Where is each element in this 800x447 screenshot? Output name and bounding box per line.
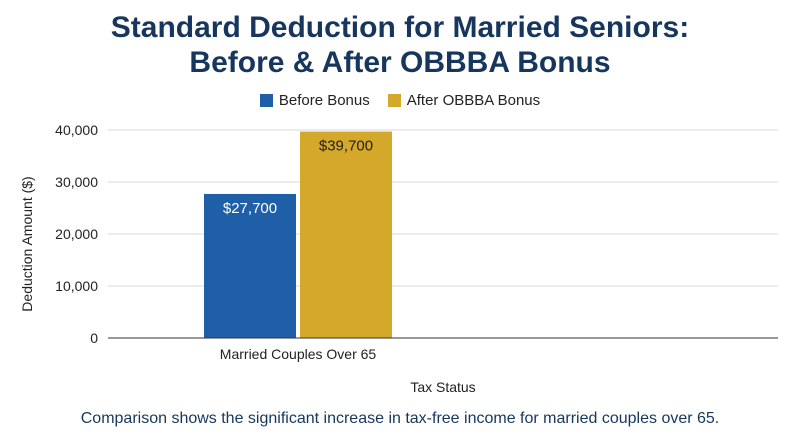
chart-title: Standard Deduction for Married Seniors: … bbox=[0, 10, 800, 80]
chart-legend: Before Bonus After OBBBA Bonus bbox=[0, 92, 800, 109]
legend-item-before-bonus: Before Bonus bbox=[259, 92, 370, 109]
legend-swatch-after-bonus bbox=[387, 94, 401, 107]
data-label-after-bonus: $39,700 bbox=[319, 138, 373, 155]
legend-label-before-bonus: Before Bonus bbox=[278, 92, 370, 109]
bar-before-bonus bbox=[204, 193, 296, 338]
bars bbox=[204, 131, 392, 338]
y-axis-title: Deduction Amount ($) bbox=[19, 176, 35, 311]
bar-after-bonus bbox=[300, 131, 392, 338]
y-tick-labels: 0 10,000 20,000 30,000 40,000 bbox=[55, 122, 98, 346]
chart-caption: Comparison shows the significant increas… bbox=[80, 410, 720, 427]
y-tick-label: 0 bbox=[90, 330, 98, 346]
legend-label-after-bonus: After OBBBA Bonus bbox=[406, 92, 541, 109]
y-tick-label: 10,000 bbox=[55, 278, 98, 294]
legend-item-after-bonus: After OBBBA Bonus bbox=[387, 92, 541, 109]
y-tick-label: 20,000 bbox=[55, 226, 98, 242]
data-label-before-bonus: $27,700 bbox=[223, 200, 277, 217]
y-tick-label: 30,000 bbox=[55, 174, 98, 190]
chart-title-line1: Standard Deduction for Married Seniors: bbox=[110, 11, 690, 44]
data-labels: $27,700 $39,700 bbox=[223, 138, 373, 217]
legend-swatch-before-bonus bbox=[259, 94, 273, 107]
x-category-label: Married Couples Over 65 bbox=[220, 346, 377, 362]
chart-title-line2: Before & After OBBBA Bonus bbox=[189, 46, 611, 79]
y-tick-label: 40,000 bbox=[55, 122, 98, 138]
x-axis-title: Tax Status bbox=[410, 379, 475, 395]
